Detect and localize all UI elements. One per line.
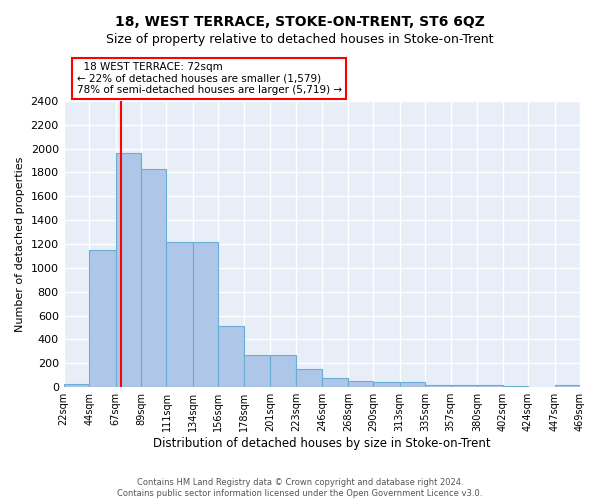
Bar: [193, 242, 218, 387]
Bar: [141, 169, 166, 387]
Bar: [64, 384, 89, 387]
Text: 18, WEST TERRACE, STOKE-ON-TRENT, ST6 6QZ: 18, WEST TERRACE, STOKE-ON-TRENT, ST6 6Q…: [115, 15, 485, 29]
Bar: [554, 386, 580, 387]
Bar: [244, 355, 271, 387]
Bar: [425, 384, 451, 387]
Bar: [116, 154, 141, 387]
Bar: [271, 355, 296, 387]
Bar: [322, 378, 348, 387]
Text: Contains HM Land Registry data © Crown copyright and database right 2024.
Contai: Contains HM Land Registry data © Crown c…: [118, 478, 482, 498]
Bar: [451, 384, 477, 387]
X-axis label: Distribution of detached houses by size in Stoke-on-Trent: Distribution of detached houses by size …: [153, 437, 491, 450]
Bar: [89, 250, 116, 387]
Bar: [218, 326, 244, 387]
Bar: [400, 382, 425, 387]
Bar: [503, 386, 528, 387]
Bar: [348, 381, 373, 387]
Bar: [296, 370, 322, 387]
Y-axis label: Number of detached properties: Number of detached properties: [15, 156, 25, 332]
Bar: [166, 242, 193, 387]
Bar: [477, 386, 503, 387]
Text: 18 WEST TERRACE: 72sqm
← 22% of detached houses are smaller (1,579)
78% of semi-: 18 WEST TERRACE: 72sqm ← 22% of detached…: [77, 62, 342, 95]
Bar: [528, 386, 554, 387]
Text: Size of property relative to detached houses in Stoke-on-Trent: Size of property relative to detached ho…: [106, 32, 494, 46]
Bar: [373, 382, 400, 387]
